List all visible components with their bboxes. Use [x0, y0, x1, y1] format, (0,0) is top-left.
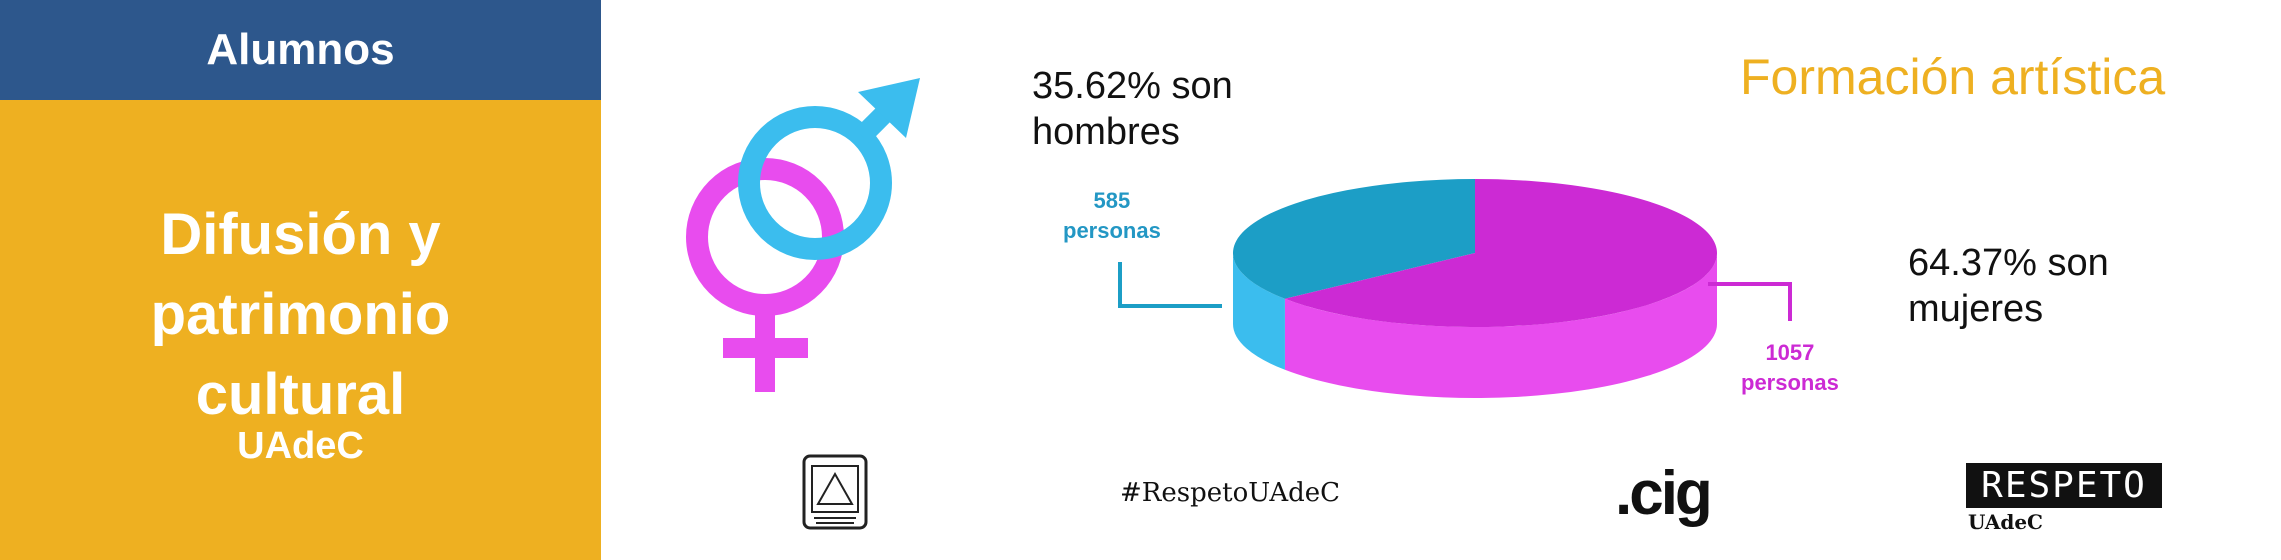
hashtag-logo: #RespetoUAdeC: [1120, 478, 1341, 508]
sidebar-title-line: Difusión y: [160, 202, 441, 267]
women-slice: [1284, 179, 1717, 328]
men-stat: 35.62% son hombres: [1032, 63, 1233, 155]
women-stat-line: mujeres: [1908, 288, 2044, 330]
women-leader-line: [1708, 282, 1792, 321]
men-count-label: 585 personas: [1063, 186, 1161, 246]
men-count-unit: personas: [1063, 218, 1161, 243]
sidebar-subtitle: UAdeC: [237, 425, 364, 467]
men-stat-line: 35.62% son: [1032, 65, 1233, 107]
chart-title: Formación artística: [1740, 49, 2166, 105]
women-stat: 64.37% son mujeres: [1908, 240, 2109, 332]
women-stat-line: 64.37% son: [1908, 242, 2109, 284]
women-count-label: 1057 personas: [1741, 338, 1839, 398]
men-slice: [1233, 179, 1475, 299]
sidebar-header-label: Alumnos: [206, 25, 395, 74]
female-symbol-icon: [686, 158, 844, 392]
university-seal-icon: [802, 454, 868, 530]
pie-chart: [1233, 179, 1717, 398]
cig-logo: .cig: [1615, 459, 1713, 528]
sidebar-title: Difusión y patrimonio cultural: [0, 195, 601, 435]
sidebar: Alumnos Difusión y patrimonio cultural U…: [0, 0, 601, 560]
sidebar-title-line: patrimonio: [150, 282, 451, 347]
male-female-symbols-icon: [686, 78, 920, 392]
men-count-value: 585: [1093, 188, 1131, 213]
respeto-logo: RESPETO: [1966, 463, 2162, 508]
male-symbol-icon: [738, 78, 920, 260]
men-leader-line: [1118, 262, 1222, 308]
sidebar-title-line: cultural: [195, 362, 406, 427]
women-slice-side: [1284, 253, 1717, 398]
respeto-logo-sub: UAdeC: [1968, 510, 2043, 534]
men-stat-line: hombres: [1032, 111, 1180, 153]
women-count-unit: personas: [1741, 370, 1839, 395]
men-slice-side: [1233, 253, 1285, 370]
sidebar-header: Alumnos: [0, 0, 601, 100]
women-count-value: 1057: [1765, 340, 1815, 365]
